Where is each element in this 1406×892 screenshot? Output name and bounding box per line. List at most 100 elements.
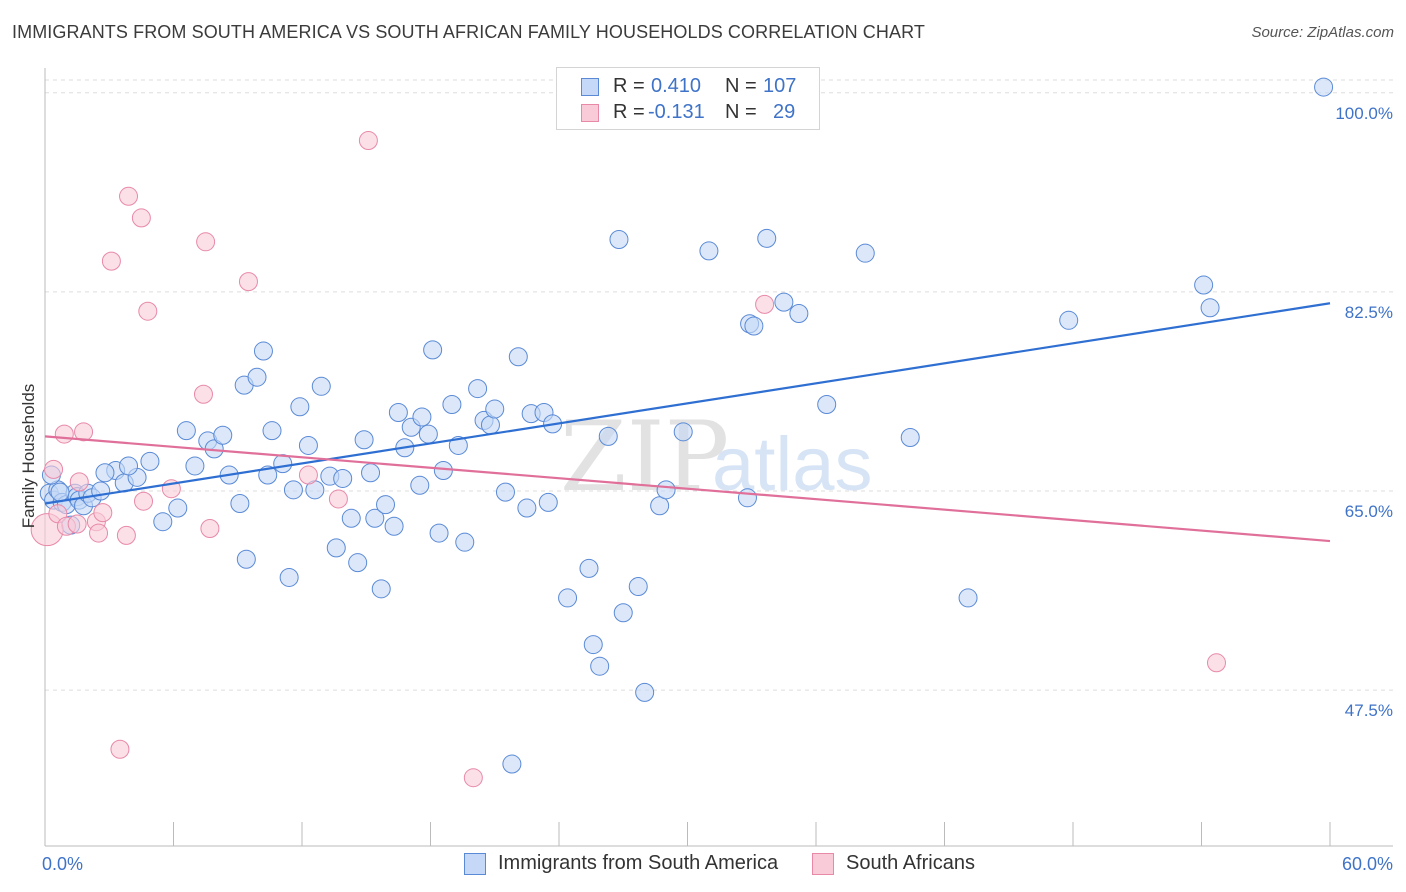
blue-point: [429, 523, 449, 543]
blue-point: [737, 488, 757, 508]
pink-point: [54, 424, 74, 444]
blue-point: [412, 407, 432, 427]
blue-point: [376, 495, 396, 515]
n-label: N =: [725, 101, 757, 123]
blue-point: [590, 656, 610, 676]
pink-point: [193, 384, 213, 404]
blue-point: [283, 480, 303, 500]
pink-point: [328, 489, 348, 509]
pink-point: [131, 208, 151, 228]
y-tick-label: 65.0%: [1345, 502, 1393, 521]
blue-point: [361, 463, 381, 483]
blue-point: [410, 475, 430, 495]
pink-point: [44, 459, 64, 479]
blue-point: [423, 340, 443, 360]
blue-point: [95, 463, 115, 483]
blue-point: [140, 451, 160, 471]
blue-point: [91, 481, 111, 501]
blue-point: [635, 682, 655, 702]
blue-point: [388, 402, 408, 422]
pink-point: [93, 503, 113, 523]
blue-point: [119, 456, 139, 476]
blue-swatch-icon: [464, 853, 486, 875]
blue-point: [298, 435, 318, 455]
blue-point: [673, 422, 693, 442]
data-points: [30, 77, 1334, 788]
pink-point: [134, 491, 154, 511]
blue-point: [485, 399, 505, 419]
pink-point: [138, 301, 158, 321]
axes: [44, 68, 1393, 847]
blue-point: [789, 303, 809, 323]
blue-point: [468, 379, 488, 399]
y-tick-label: 100.0%: [1335, 104, 1393, 123]
blue-point: [817, 395, 837, 415]
blue-point: [579, 558, 599, 578]
watermark: ZIP atlas: [560, 401, 873, 513]
blue-point: [354, 430, 374, 450]
blue-point: [348, 553, 368, 573]
blue-point: [495, 482, 515, 502]
blue-point: [247, 367, 267, 387]
blue-point: [757, 228, 777, 248]
r-value: -0.131: [648, 101, 705, 123]
n-value: 29: [773, 101, 796, 123]
y-axis-label: Family Households: [19, 384, 38, 529]
pink-point: [298, 465, 318, 485]
pink-point: [196, 232, 216, 252]
blue-point: [279, 567, 299, 587]
blue-trend-line: [44, 302, 1331, 505]
blue-point: [502, 754, 522, 774]
watermark-zip: ZIP: [560, 401, 729, 513]
blue-point: [1200, 298, 1220, 318]
blue-point: [1314, 77, 1334, 97]
pink-swatch-icon: [581, 104, 599, 122]
blue-point: [230, 493, 250, 513]
blue-point: [341, 508, 361, 528]
blue-point: [153, 512, 173, 532]
blue-point: [176, 421, 196, 441]
blue-point: [656, 480, 676, 500]
pink-swatch-icon: [812, 853, 834, 875]
blue-point: [262, 421, 282, 441]
blue-point: [442, 395, 462, 415]
r-label: R =: [613, 75, 645, 97]
pink-point: [119, 186, 139, 206]
blue-point: [371, 579, 391, 599]
blue-point: [253, 341, 273, 361]
source-label: Source: ZipAtlas.com: [1251, 24, 1394, 41]
blue-point: [958, 588, 978, 608]
pink-point: [101, 251, 121, 271]
blue-point: [628, 577, 648, 597]
blue-point: [384, 516, 404, 536]
blue-point: [433, 460, 453, 480]
blue-point: [480, 415, 500, 435]
blue-point: [448, 435, 468, 455]
blue-point: [273, 454, 293, 474]
pink-trend-line: [44, 435, 1331, 543]
pink-point: [67, 514, 87, 534]
pink-point: [238, 272, 258, 292]
stats-legend: R = 0.410 N = 107 R = -0.131 N = 29: [556, 67, 820, 130]
r-value: 0.410: [651, 75, 702, 97]
blue-point: [900, 428, 920, 448]
blue-point: [558, 588, 578, 608]
y-tick-label: 82.5%: [1345, 303, 1393, 322]
blue-point: [418, 424, 438, 444]
blue-point: [699, 241, 719, 261]
chart-title: IMMIGRANTS FROM SOUTH AMERICA VS SOUTH A…: [12, 22, 925, 42]
blue-point: [455, 532, 475, 552]
blue-point: [365, 508, 385, 528]
blue-point: [1059, 310, 1079, 330]
x-tick-label: 60.0%: [1342, 854, 1393, 874]
pink-point: [116, 525, 136, 545]
blue-point: [774, 292, 794, 312]
blue-point: [508, 347, 528, 367]
blue-point: [583, 635, 603, 655]
blue-point: [168, 498, 188, 518]
blue-point: [185, 456, 205, 476]
y-tick-label: 47.5%: [1345, 701, 1393, 720]
n-value: 107: [763, 75, 797, 97]
blue-point: [538, 492, 558, 512]
